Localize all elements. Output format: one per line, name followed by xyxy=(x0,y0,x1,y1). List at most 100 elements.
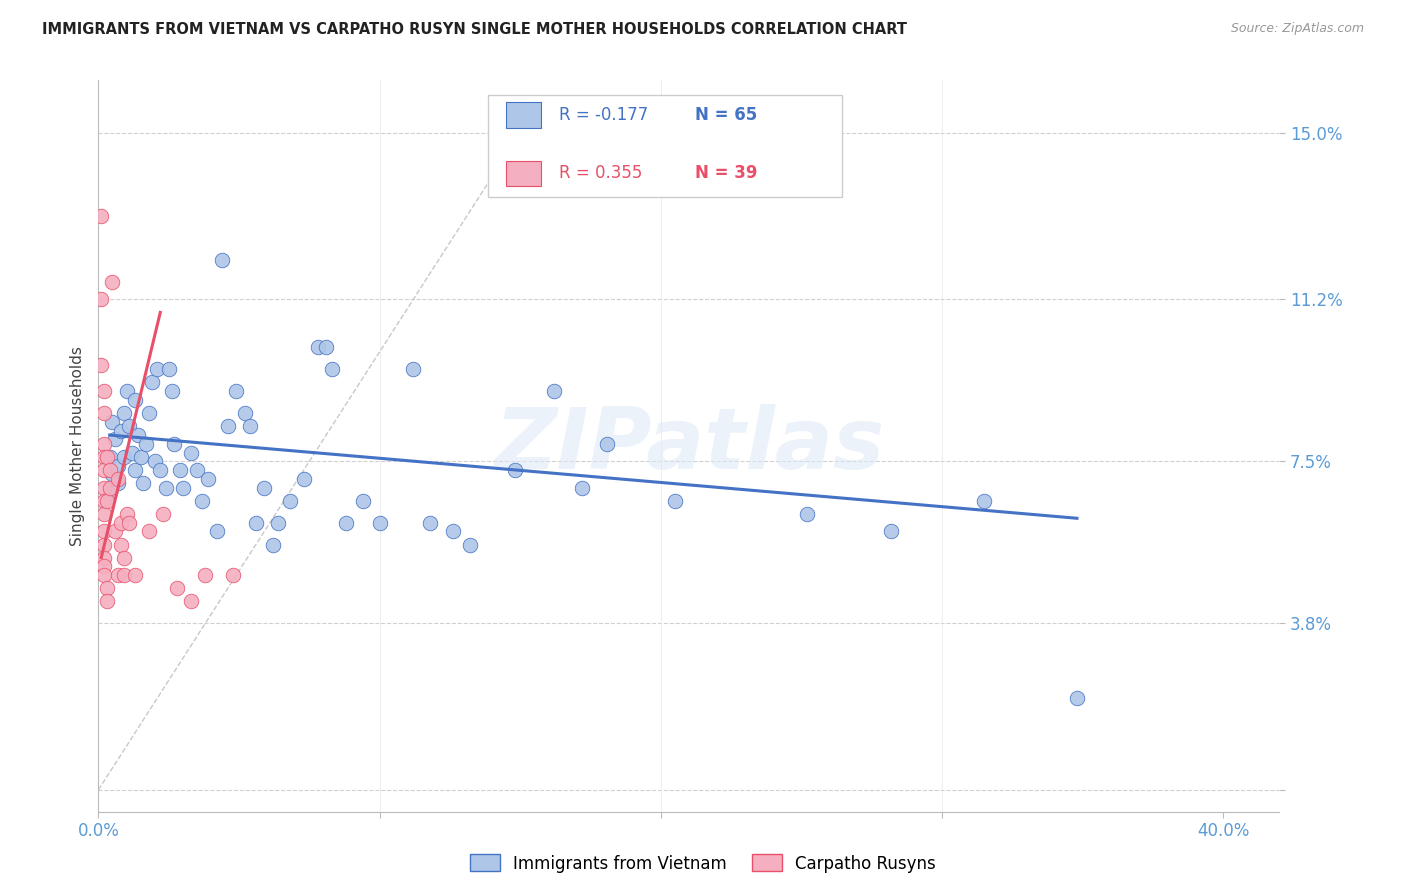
Point xyxy=(172,481,194,495)
Point xyxy=(352,493,374,508)
Point xyxy=(112,406,135,420)
Point xyxy=(143,454,166,468)
Point xyxy=(191,493,214,508)
Point xyxy=(225,384,247,399)
Point xyxy=(107,472,129,486)
Point xyxy=(211,252,233,267)
Point xyxy=(141,376,163,390)
Point xyxy=(368,516,391,530)
Point xyxy=(262,537,284,551)
Point xyxy=(90,209,112,223)
Y-axis label: Single Mother Households: Single Mother Households xyxy=(69,346,84,546)
Point xyxy=(112,550,135,565)
Point xyxy=(96,594,118,608)
Point xyxy=(1066,690,1088,705)
Point xyxy=(112,450,135,464)
Point xyxy=(96,450,118,464)
Point xyxy=(155,481,177,495)
Point xyxy=(180,594,202,608)
Point xyxy=(98,463,121,477)
Text: R = -0.177: R = -0.177 xyxy=(560,105,648,124)
Point xyxy=(503,463,526,477)
Point xyxy=(107,568,129,582)
Point xyxy=(93,481,115,495)
Point xyxy=(163,437,186,451)
Point xyxy=(98,485,121,500)
Bar xyxy=(506,161,541,186)
Text: ZIPatlas: ZIPatlas xyxy=(494,404,884,488)
Point xyxy=(98,450,121,464)
Point xyxy=(146,362,169,376)
Point xyxy=(166,582,188,596)
Point xyxy=(93,507,115,521)
Point xyxy=(267,516,290,530)
Point xyxy=(98,481,121,495)
Point xyxy=(138,524,160,539)
Point xyxy=(973,493,995,508)
Point xyxy=(115,507,138,521)
Point xyxy=(93,463,115,477)
Point xyxy=(93,524,115,539)
Point xyxy=(107,476,129,491)
Point xyxy=(110,516,132,530)
Point xyxy=(222,568,245,582)
Point xyxy=(321,362,343,376)
Point xyxy=(197,472,219,486)
Point xyxy=(278,493,301,508)
Point xyxy=(245,516,267,530)
Point xyxy=(93,537,115,551)
Point xyxy=(571,481,593,495)
Point xyxy=(115,384,138,399)
Point xyxy=(335,516,357,530)
Point xyxy=(543,384,565,399)
Point xyxy=(93,384,115,399)
Point xyxy=(796,507,818,521)
Point xyxy=(138,406,160,420)
Text: IMMIGRANTS FROM VIETNAM VS CARPATHO RUSYN SINGLE MOTHER HOUSEHOLDS CORRELATION C: IMMIGRANTS FROM VIETNAM VS CARPATHO RUSY… xyxy=(42,22,907,37)
Point xyxy=(124,463,146,477)
Point xyxy=(253,481,276,495)
Point xyxy=(104,433,127,447)
Point xyxy=(127,428,149,442)
Point xyxy=(93,437,115,451)
Point xyxy=(110,424,132,438)
Point xyxy=(132,476,155,491)
Point xyxy=(239,419,262,434)
Point xyxy=(112,568,135,582)
Point xyxy=(104,524,127,539)
Point xyxy=(180,445,202,459)
Point xyxy=(880,524,903,539)
Point xyxy=(124,392,146,407)
Point xyxy=(458,537,481,551)
Point xyxy=(157,362,180,376)
Point xyxy=(419,516,441,530)
Text: N = 65: N = 65 xyxy=(695,105,756,124)
Bar xyxy=(506,103,541,128)
Point xyxy=(96,493,118,508)
Point xyxy=(93,568,115,582)
Point xyxy=(160,384,183,399)
Point xyxy=(152,507,174,521)
Point xyxy=(107,458,129,473)
Point xyxy=(93,550,115,565)
Point xyxy=(101,467,124,482)
Point xyxy=(233,406,256,420)
Point xyxy=(93,559,115,574)
Point xyxy=(149,463,172,477)
Point xyxy=(118,419,141,434)
Point xyxy=(315,341,337,355)
Point xyxy=(129,450,152,464)
Text: Source: ZipAtlas.com: Source: ZipAtlas.com xyxy=(1230,22,1364,36)
Point xyxy=(292,472,315,486)
Point xyxy=(90,293,112,307)
Legend: Immigrants from Vietnam, Carpatho Rusyns: Immigrants from Vietnam, Carpatho Rusyns xyxy=(463,847,943,880)
Point xyxy=(169,463,191,477)
Point xyxy=(93,406,115,420)
Point xyxy=(596,437,619,451)
Point xyxy=(205,524,228,539)
Point xyxy=(90,358,112,372)
Point xyxy=(93,493,115,508)
Point xyxy=(664,493,686,508)
Point xyxy=(118,516,141,530)
Point xyxy=(124,568,146,582)
